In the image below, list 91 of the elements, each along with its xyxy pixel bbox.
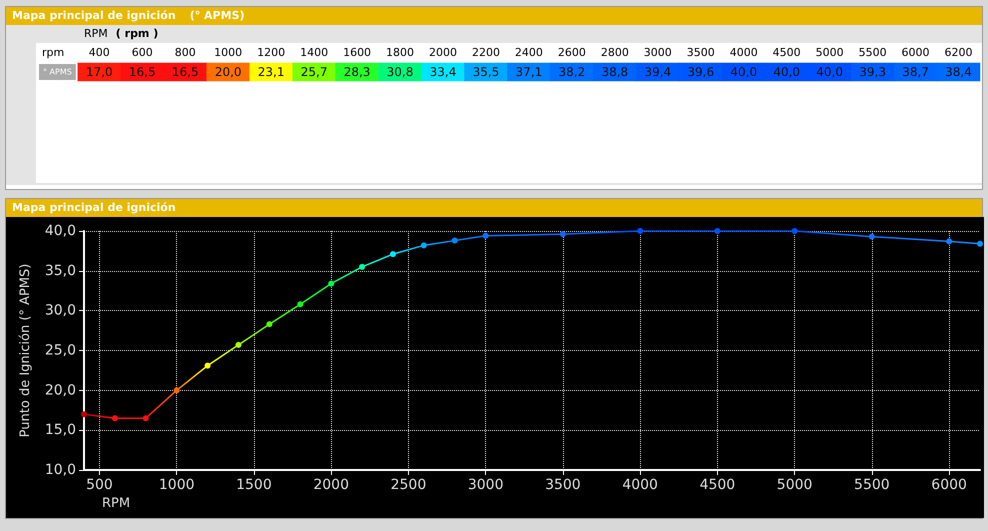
text: rpm <box>42 46 64 59</box>
y-tick-label: 35,0 <box>44 262 76 279</box>
point <box>297 301 304 308</box>
y-tick-label: 25,0 <box>44 342 76 358</box>
x-tick-label: 4000 <box>622 477 658 493</box>
point <box>792 228 798 234</box>
y-tick-label: 15,0 <box>44 422 76 438</box>
x-tick-label: 5500 <box>854 477 890 493</box>
point <box>328 280 334 287</box>
x-tick-label: 500 <box>86 477 113 493</box>
point <box>977 240 983 247</box>
point <box>390 251 396 258</box>
x-tick-label: 1200 <box>257 46 286 59</box>
data-label: 38,4 <box>945 65 972 79</box>
text: ( rpm ) <box>116 27 158 40</box>
x-tick-label: 6200 <box>944 46 973 59</box>
y-tick-label: 10,0 <box>44 462 76 478</box>
x-tick-label: 3000 <box>468 477 504 493</box>
data-label: 16,5 <box>172 65 199 79</box>
x-tick-label: 3500 <box>545 477 581 493</box>
data-label: 38,8 <box>601 65 628 79</box>
x-tick-label: 2800 <box>600 46 629 59</box>
point <box>204 362 211 369</box>
x-tick-label: 800 <box>174 46 196 59</box>
point <box>142 415 149 422</box>
data-label: 39,4 <box>644 65 672 79</box>
point <box>946 238 952 244</box>
y-tick-label: ° APMS <box>42 68 72 76</box>
x-tick-label: 2000 <box>428 46 457 59</box>
y-axis-title: Punto de Ignición (° APMS) <box>18 264 33 438</box>
x-tick-label: 2500 <box>390 477 426 493</box>
x-tick-label: 5000 <box>816 46 844 59</box>
x-axis-title: RPM <box>102 496 130 511</box>
data-label: 28,3 <box>344 65 370 79</box>
x-tick-label: 4500 <box>700 477 736 493</box>
point <box>868 234 875 240</box>
x-tick-label: 3000 <box>644 46 672 59</box>
point <box>359 264 366 270</box>
x-tick-label: 1500 <box>236 477 272 493</box>
data-label: 25,7 <box>300 65 328 79</box>
x-tick-label: 2000 <box>313 477 349 493</box>
x-tick-label: 1000 <box>214 46 242 59</box>
x-tick-label: 6000 <box>931 477 967 493</box>
x-tick-label: 1600 <box>343 46 372 59</box>
y-tick-label: 20,0 <box>44 382 76 398</box>
data-label: 33,4 <box>430 65 456 79</box>
data-label: 39,6 <box>687 65 714 79</box>
text: (° APMS) <box>190 9 245 22</box>
x-tick-label: 1400 <box>300 46 328 59</box>
x-tick-label: 1000 <box>158 477 195 493</box>
point <box>174 387 180 394</box>
point <box>637 228 644 234</box>
x-tick-label: 2400 <box>514 46 543 59</box>
point <box>482 232 489 239</box>
x-tick-label: 600 <box>132 46 153 59</box>
data-label: 38,7 <box>902 65 929 79</box>
point <box>266 321 272 328</box>
x-tick-label: 2600 <box>558 46 586 59</box>
data-label: 40,0 <box>816 65 843 79</box>
point <box>560 231 566 238</box>
chart-title: Mapa principal de ignición <box>6 199 982 217</box>
x-tick-label: 1800 <box>386 46 414 59</box>
x-tick-label: 5500 <box>858 46 887 59</box>
point <box>235 342 242 348</box>
data-label: 39,3 <box>859 65 886 79</box>
y-tick-label: 40,0 <box>44 223 76 239</box>
x-tick-label: 400 <box>88 46 110 59</box>
data-label: 30,8 <box>386 65 414 79</box>
x-tick-label: 3500 <box>686 46 715 59</box>
point <box>714 228 720 234</box>
data-label: 20,0 <box>214 65 242 79</box>
data-label: 38,2 <box>558 65 586 79</box>
x-tick-label: 2200 <box>472 46 500 59</box>
x-tick-label: 4500 <box>772 46 801 59</box>
point <box>420 242 427 248</box>
y-tick-label: 30,0 <box>44 302 76 319</box>
point <box>81 411 87 418</box>
data-label: 37,1 <box>516 65 542 79</box>
data-label: 40,0 <box>773 65 800 79</box>
x-tick-label: 6000 <box>902 46 930 59</box>
data-label: 35,5 <box>472 65 500 79</box>
data-label: 23,1 <box>258 65 285 79</box>
data-label: 16,5 <box>128 65 156 79</box>
data-label: 17,0 <box>86 65 113 79</box>
point <box>112 415 118 422</box>
x-tick-label: 4000 <box>730 46 758 59</box>
data-label: 40,0 <box>730 65 758 79</box>
point <box>452 238 458 244</box>
text: RPM <box>84 27 108 40</box>
chart-title: Mapa principal de ignición <box>12 9 176 22</box>
x-tick-label: 5000 <box>776 477 812 493</box>
